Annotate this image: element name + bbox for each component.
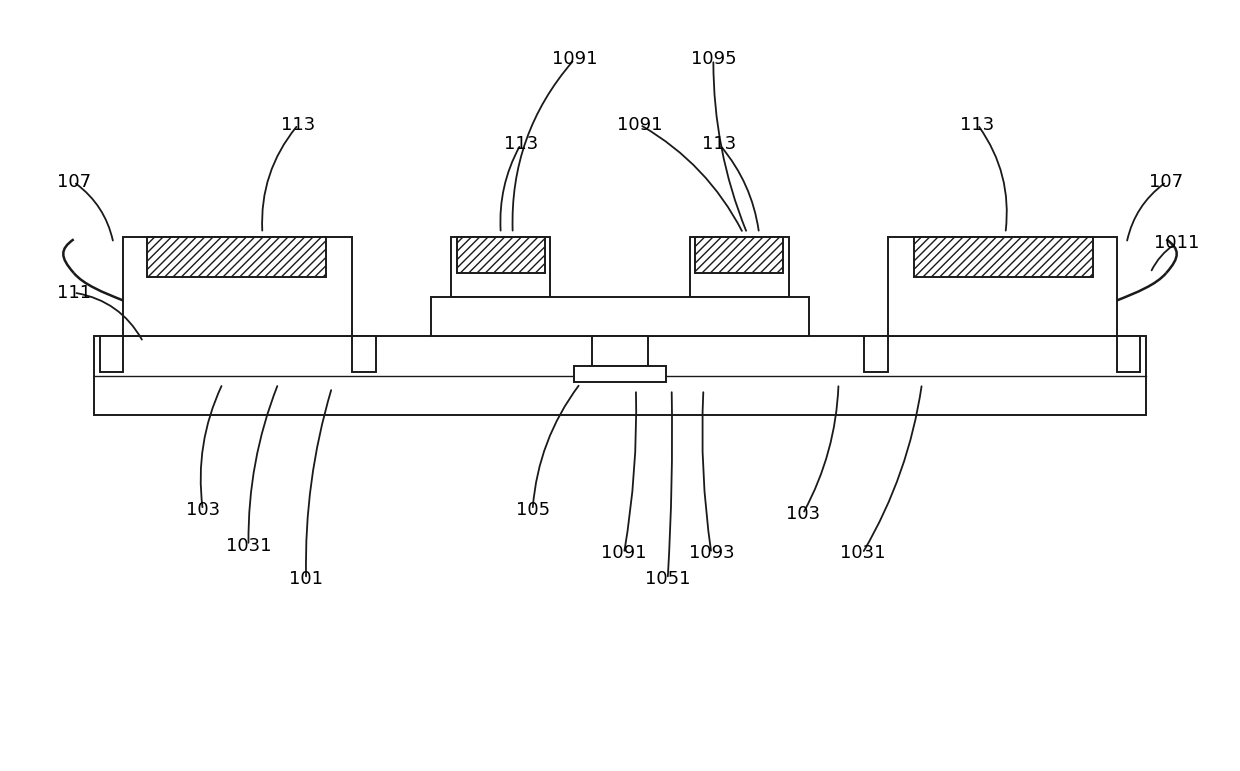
Bar [352, 336, 376, 372]
Text: 113: 113 [961, 116, 994, 133]
Text: 1031: 1031 [839, 544, 885, 563]
Bar [93, 336, 1147, 415]
Bar [593, 336, 647, 365]
Text: 1031: 1031 [226, 537, 272, 554]
Text: 1093: 1093 [688, 544, 734, 563]
Bar [574, 365, 666, 382]
Text: 1091: 1091 [618, 116, 662, 133]
Text: 107: 107 [1149, 173, 1183, 191]
Text: 1011: 1011 [1153, 234, 1199, 252]
Text: 1095: 1095 [691, 50, 737, 69]
Text: 105: 105 [516, 501, 549, 519]
Text: 113: 113 [702, 136, 737, 153]
Bar [1117, 336, 1141, 372]
Text: 103: 103 [186, 501, 219, 519]
Bar [914, 237, 1092, 277]
Bar [458, 237, 544, 273]
Bar [451, 237, 551, 297]
Bar [864, 336, 888, 372]
Text: 1091: 1091 [552, 50, 596, 69]
Bar [99, 336, 123, 372]
Text: 113: 113 [281, 116, 315, 133]
Bar [148, 237, 326, 277]
Text: 103: 103 [786, 505, 820, 523]
Bar [888, 237, 1117, 336]
Text: 107: 107 [57, 173, 91, 191]
Bar [432, 297, 808, 336]
Text: 101: 101 [289, 570, 324, 588]
Text: 113: 113 [503, 136, 538, 153]
Bar [689, 237, 789, 297]
Text: 1091: 1091 [601, 544, 647, 563]
Bar [696, 237, 782, 273]
Bar [123, 237, 352, 336]
Text: 111: 111 [57, 284, 91, 301]
Text: 1051: 1051 [645, 570, 691, 588]
